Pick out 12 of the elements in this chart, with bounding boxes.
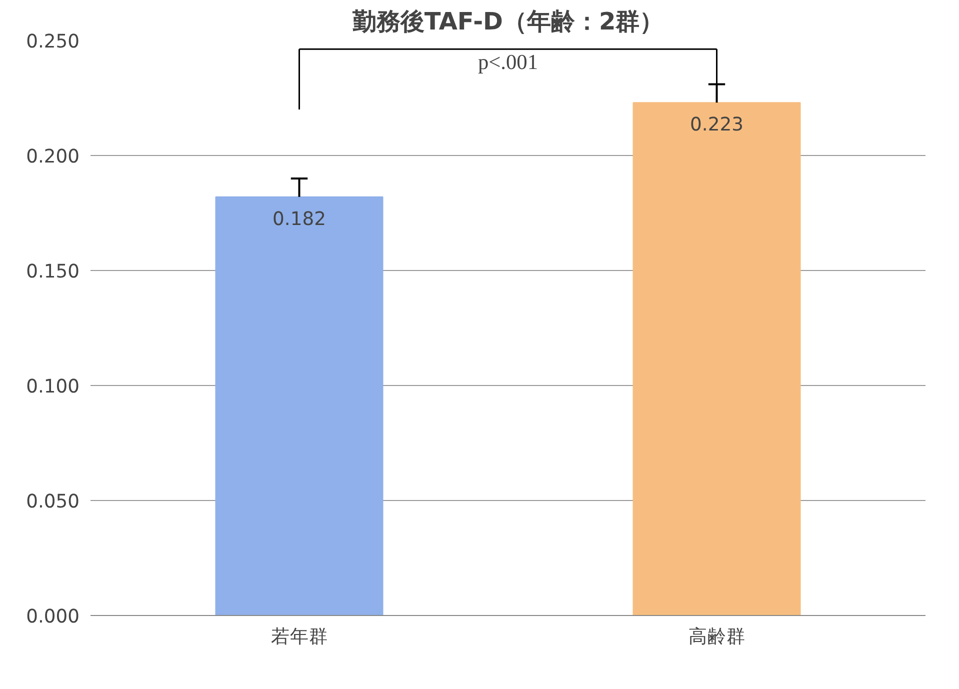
y-tick-label: 0.100 bbox=[26, 376, 80, 398]
annotation: p<.001 bbox=[478, 50, 538, 74]
y-tick-label: 0.200 bbox=[26, 146, 80, 168]
y-tick-label: 0.000 bbox=[26, 606, 80, 628]
chart-title: 勤務後TAF-D（年齢：2群） bbox=[351, 8, 664, 36]
x-tick-label: 高齢群 bbox=[688, 626, 746, 648]
y-tick-label: 0.150 bbox=[26, 262, 80, 282]
x-tick-label: 若年群 bbox=[270, 626, 328, 648]
y-tick-label: 0.050 bbox=[26, 492, 80, 512]
y-tick-label: 0.250 bbox=[26, 32, 80, 52]
data-label: 0.223 bbox=[690, 114, 744, 136]
data-label: 0.182 bbox=[272, 208, 326, 230]
